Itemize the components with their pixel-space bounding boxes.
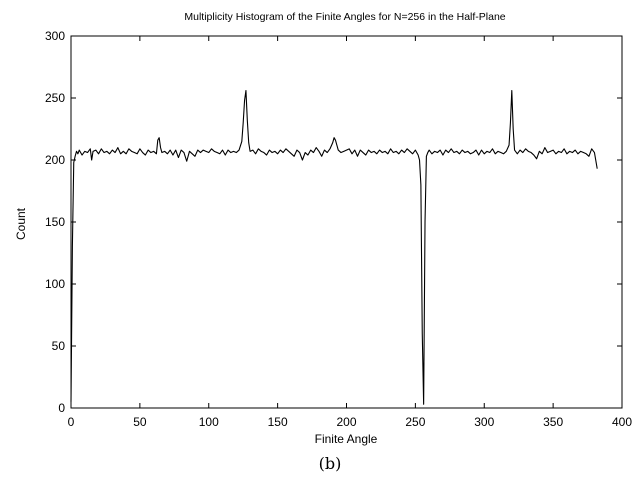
y-tick-label: 300 [45,29,65,43]
x-tick-label: 150 [268,415,288,429]
x-tick-label: 400 [612,415,632,429]
series-line [71,91,597,405]
y-tick-label: 100 [45,277,65,291]
y-tick-label: 0 [58,401,65,415]
x-tick-label: 50 [133,415,147,429]
y-tick-label: 200 [45,153,65,167]
x-tick-label: 100 [199,415,219,429]
x-axis-label: Finite Angle [315,432,378,446]
figure-caption: (b) [319,454,342,473]
x-tick-label: 200 [336,415,356,429]
y-tick-label: 50 [52,339,66,353]
x-tick-label: 250 [405,415,425,429]
y-axis-label: Count [14,207,28,240]
x-tick-label: 350 [543,415,563,429]
y-tick-label: 250 [45,91,65,105]
y-tick-label: 150 [45,215,65,229]
x-tick-label: 0 [68,415,75,429]
plot-frame [71,36,622,408]
y-axis-ticks: 0 50 100 150 200 250 300 [45,29,622,415]
x-axis-ticks: 0 50 100 150 200 250 300 350 400 [68,36,633,429]
chart-title: Multiplicity Histogram of the Finite Ang… [184,11,505,23]
x-tick-label: 300 [474,415,494,429]
